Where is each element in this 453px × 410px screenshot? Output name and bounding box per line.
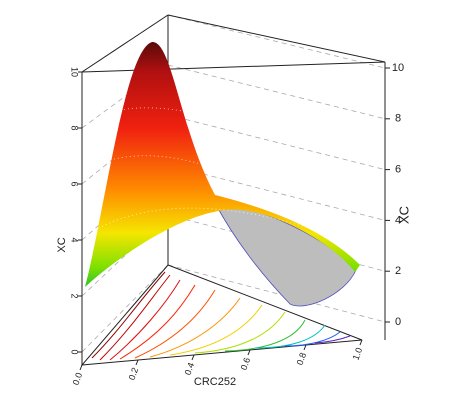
x-axis-title: CRC252	[194, 376, 236, 388]
base-triangle	[80, 264, 363, 366]
contour	[169, 304, 263, 356]
contour	[134, 289, 216, 359]
grid-line	[167, 14, 386, 69]
left-z-tick-label: 10	[70, 67, 80, 77]
x-tick-label: 0.4	[183, 361, 197, 376]
z-tick-label: 6	[395, 164, 401, 176]
x-tick-label: 0.8	[295, 351, 309, 366]
x-tick	[79, 364, 83, 371]
left-z-tick-label: 2	[70, 293, 80, 298]
x-tick	[303, 344, 307, 351]
contour	[149, 297, 241, 358]
grid-line	[167, 264, 386, 323]
z-tick-label: 0	[395, 316, 401, 328]
frame-edge	[81, 61, 386, 73]
x-tick	[135, 359, 139, 366]
mesh-line	[119, 107, 191, 113]
z-tick-label: 4	[395, 214, 401, 226]
contours	[91, 271, 351, 361]
contour	[91, 271, 166, 359]
z-axis-title: XC	[396, 206, 411, 224]
left-z-axis-title: XC	[56, 237, 68, 252]
z-tick-label: 10	[392, 62, 404, 74]
x-tick	[191, 354, 195, 361]
z-tick-label: 2	[395, 265, 401, 277]
left-z-tick-label: 0	[70, 349, 80, 354]
contour	[254, 324, 326, 349]
x-tick-label: 0.6	[239, 356, 253, 371]
grid-line	[81, 264, 169, 353]
contour	[224, 319, 306, 352]
x-tick	[247, 349, 251, 356]
x-tick-label: 0.2	[127, 366, 141, 381]
left-z-tick-label: 6	[70, 181, 80, 186]
contour	[284, 331, 341, 347]
surface	[85, 41, 360, 287]
frame-edge	[167, 14, 386, 63]
left-z-tick-label: 8	[70, 125, 80, 130]
z-tick-label: 8	[395, 113, 401, 125]
contour	[99, 274, 171, 361]
frame-edge	[81, 14, 169, 73]
x-tick-label: 0.0	[71, 371, 85, 386]
mesh-line	[94, 207, 331, 236]
contour	[109, 279, 181, 361]
contour	[194, 311, 286, 354]
frame	[81, 14, 386, 365]
grid-line	[167, 114, 386, 170]
grid-line	[167, 64, 386, 120]
contour	[119, 284, 196, 360]
mesh-line	[109, 155, 206, 166]
left-z-tick-label: 4	[70, 237, 80, 242]
x-tick-label: 1.0	[351, 346, 365, 361]
x-tick	[359, 339, 363, 346]
grid-line	[81, 214, 169, 297]
contour	[314, 335, 351, 344]
surface-gray	[214, 202, 357, 307]
surface-dots	[94, 107, 331, 236]
